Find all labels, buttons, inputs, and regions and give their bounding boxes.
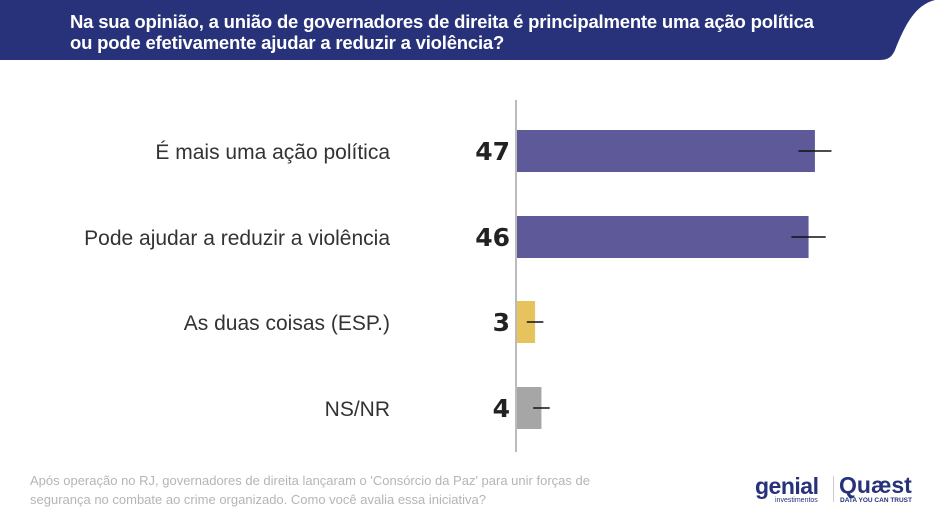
bar [516,301,536,343]
bar [516,216,809,258]
bar-chart: 47 É mais uma ação política 46 Pode ajudar … [84,100,832,452]
genial-logo: genial [755,473,819,499]
genial-logo-sub: investimentos [775,497,818,504]
category-label: NS/NR [325,398,390,421]
value-label: 47 [475,137,510,166]
chart-title: Na sua opinião, a união de governadores … [70,11,814,53]
footnote: Após operação no RJ, governadores de dir… [30,473,590,507]
category-label: Pode ajudar a reduzir a violência [84,227,390,250]
bar [516,130,815,172]
category-label: É mais uma ação política [155,141,390,164]
header-bar [0,0,935,60]
quaest-logo: Quæst [839,472,912,498]
logo-divider [833,476,834,502]
category-label: As duas coisas (ESP.) [184,312,390,335]
value-label: 3 [493,308,510,337]
value-label: 46 [475,223,510,252]
value-label: 4 [493,394,510,423]
quaest-logo-sub: DATA YOU CAN TRUST [840,497,912,504]
